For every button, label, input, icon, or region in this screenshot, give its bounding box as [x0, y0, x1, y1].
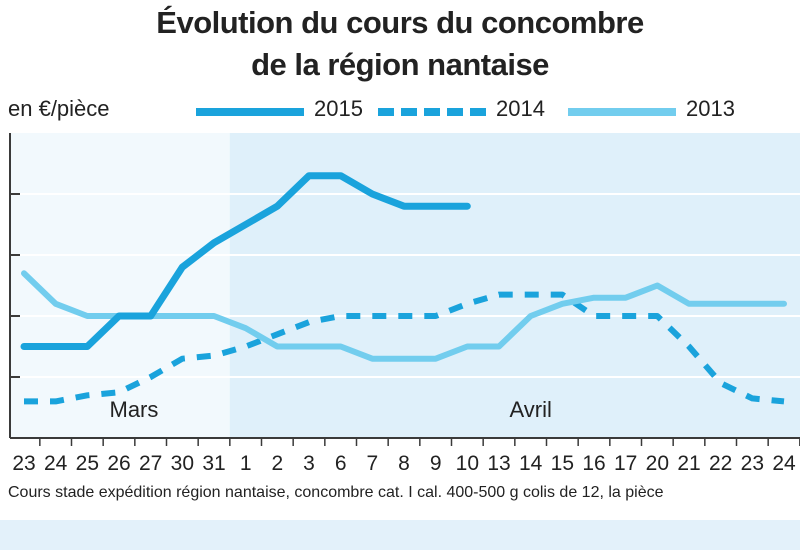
chart-title-line2: de la région nantaise: [251, 47, 549, 82]
x-tick-label: 8: [398, 452, 410, 475]
x-tick-label: 25: [76, 452, 99, 475]
x-tick-label: 27: [139, 452, 162, 475]
x-tick-label: 24: [772, 452, 796, 475]
x-tick-label: 26: [107, 452, 130, 475]
series-line-2015: [20, 172, 471, 350]
x-tick-label: 7: [366, 452, 378, 475]
legend-item-2014: 2014: [378, 94, 598, 124]
x-tick-label: 16: [582, 452, 605, 475]
x-tick-label: 23: [12, 452, 35, 475]
x-tick-label: 6: [335, 452, 347, 475]
legend-item-2015: 2015: [196, 94, 416, 124]
series-line-2014: [24, 291, 785, 405]
x-tick-label: 2: [271, 452, 283, 475]
plot-shaded-region: [229, 133, 800, 438]
legend-swatch-2013: [568, 108, 676, 116]
bottom-band: [0, 520, 800, 550]
legend-item-2013: 2013: [568, 94, 788, 124]
chart-caption: Cours stade expédition région nantaise, …: [8, 484, 664, 501]
month-label-avril: Avril: [509, 397, 551, 422]
x-tick-label: 31: [202, 452, 225, 475]
x-tick-label: 17: [614, 452, 637, 475]
legend-label-2013: 2013: [686, 96, 735, 121]
y-axis-unit-label: en €/pièce: [8, 96, 110, 121]
x-tick-label: 15: [551, 452, 574, 475]
legend-swatch-2014: [378, 108, 486, 116]
x-tick-label: 3: [303, 452, 315, 475]
x-tick-label: 14: [519, 452, 543, 475]
x-tick-label: 24: [44, 452, 68, 475]
legend-label-2014: 2014: [496, 96, 545, 121]
x-tick-label: 13: [487, 452, 510, 475]
x-tick-label: 23: [741, 452, 764, 475]
x-tick-label: 20: [646, 452, 669, 475]
x-tick-label: 21: [677, 452, 700, 475]
chart-title-line1: Évolution du cours du concombre: [156, 5, 644, 40]
x-tick-label: 22: [709, 452, 732, 475]
x-tick-label: 9: [430, 452, 442, 475]
legend-swatch-2015: [196, 108, 304, 116]
legend-label-2015: 2015: [314, 96, 363, 121]
chart-title: Évolution du cours du concombre de la ré…: [0, 2, 800, 86]
line-chart: 23 24 25 26 27 30 31 1 2 3 6 7 8 9 10 13 14 15 16 17 20 21 22 2…: [9, 133, 800, 475]
x-tick-label: 30: [171, 452, 194, 475]
month-label-mars: Mars: [110, 397, 159, 422]
x-tick-label: 10: [456, 452, 479, 475]
x-tick-label: 1: [240, 452, 252, 475]
